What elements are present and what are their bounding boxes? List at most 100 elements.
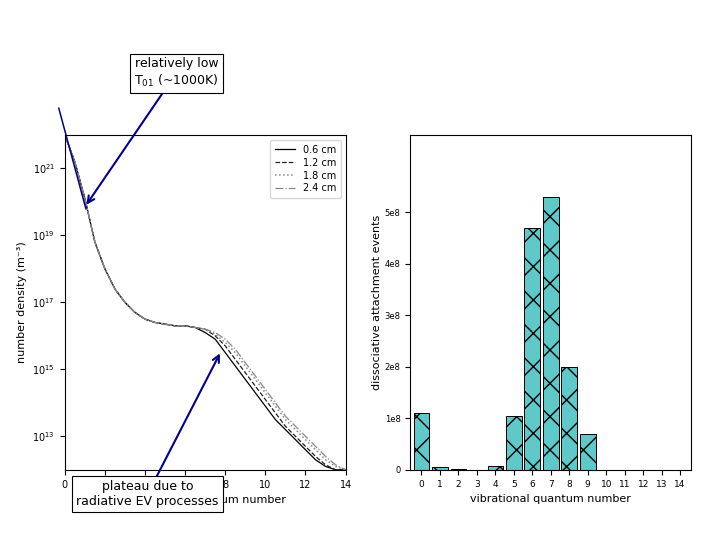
- 2.4 cm: [241, 360, 250, 366]
- 1.2 cm: [311, 453, 320, 460]
- 0.6 cm: [311, 456, 320, 463]
- 2.4 cm: [271, 400, 279, 406]
- 2.4 cm: [311, 443, 320, 450]
- 1.2 cm: [281, 423, 289, 429]
- 1.2 cm: [191, 324, 199, 330]
- Bar: [580, 434, 595, 470]
- 1.2 cm: [140, 316, 149, 322]
- Line: 0.6 cm: 0.6 cm: [65, 135, 346, 470]
- 1.2 cm: [131, 309, 140, 316]
- 2.4 cm: [140, 316, 149, 322]
- 1.2 cm: [181, 322, 189, 329]
- 0.6 cm: [251, 389, 260, 396]
- 2.4 cm: [150, 319, 159, 326]
- 1.2 cm: [301, 443, 310, 450]
- 0.6 cm: [201, 329, 210, 336]
- 1.8 cm: [121, 299, 130, 306]
- 2.4 cm: [91, 239, 99, 245]
- 1.8 cm: [140, 316, 149, 322]
- 1.8 cm: [311, 447, 320, 453]
- 1.2 cm: [60, 132, 69, 138]
- X-axis label: vibrational quantum number: vibrational quantum number: [125, 495, 286, 505]
- 1.8 cm: [201, 326, 210, 333]
- 2.4 cm: [321, 453, 330, 460]
- 0.6 cm: [341, 467, 350, 473]
- 2.4 cm: [211, 329, 220, 336]
- 2.4 cm: [71, 159, 79, 165]
- 1.2 cm: [171, 322, 179, 329]
- 1.2 cm: [331, 467, 340, 473]
- 0.6 cm: [301, 447, 310, 453]
- 1.8 cm: [341, 467, 350, 473]
- 2.4 cm: [261, 386, 270, 393]
- 0.6 cm: [131, 309, 140, 316]
- 1.8 cm: [81, 195, 89, 202]
- 2.4 cm: [251, 373, 260, 379]
- Text: plateau due to
radiative EV processes: plateau due to radiative EV processes: [76, 480, 219, 508]
- 1.8 cm: [291, 427, 300, 433]
- 1.2 cm: [341, 467, 350, 473]
- 1.8 cm: [171, 322, 179, 329]
- 1.2 cm: [150, 319, 159, 326]
- 1.8 cm: [321, 456, 330, 463]
- 1.8 cm: [131, 309, 140, 316]
- Line: 2.4 cm: 2.4 cm: [65, 135, 346, 470]
- 0.6 cm: [60, 132, 69, 138]
- 2.4 cm: [131, 309, 140, 316]
- 2.4 cm: [231, 346, 240, 353]
- 1.2 cm: [261, 396, 270, 403]
- 1.8 cm: [150, 319, 159, 326]
- 1.2 cm: [241, 369, 250, 376]
- 1.2 cm: [91, 239, 99, 245]
- Bar: [506, 416, 522, 470]
- 1.2 cm: [81, 195, 89, 202]
- 0.6 cm: [211, 336, 220, 342]
- 2.4 cm: [281, 413, 289, 420]
- 0.6 cm: [150, 319, 159, 326]
- 1.2 cm: [161, 321, 169, 327]
- Y-axis label: number density (m⁻³): number density (m⁻³): [17, 241, 27, 363]
- 0.6 cm: [140, 316, 149, 322]
- 2.4 cm: [60, 132, 69, 138]
- 0.6 cm: [181, 322, 189, 329]
- 0.6 cm: [281, 427, 289, 433]
- 1.8 cm: [331, 463, 340, 470]
- 1.8 cm: [191, 324, 199, 330]
- Bar: [524, 228, 540, 470]
- Y-axis label: dissociative attachment events: dissociative attachment events: [372, 215, 382, 390]
- 1.8 cm: [161, 321, 169, 327]
- 1.8 cm: [231, 349, 240, 356]
- Bar: [562, 367, 577, 470]
- 1.8 cm: [281, 416, 289, 423]
- 1.2 cm: [71, 159, 79, 165]
- 0.6 cm: [91, 239, 99, 245]
- 2.4 cm: [331, 462, 340, 468]
- X-axis label: vibrational quantum number: vibrational quantum number: [470, 494, 631, 504]
- 1.8 cm: [241, 363, 250, 369]
- 1.2 cm: [231, 356, 240, 362]
- 0.6 cm: [321, 463, 330, 470]
- 1.2 cm: [201, 326, 210, 333]
- 2.4 cm: [201, 326, 210, 333]
- Bar: [413, 413, 429, 470]
- 1.2 cm: [291, 433, 300, 440]
- 1.2 cm: [251, 383, 260, 389]
- 1.8 cm: [101, 266, 109, 272]
- Text: relatively low
T$_{01}$ (~1000K): relatively low T$_{01}$ (~1000K): [134, 57, 219, 89]
- 1.2 cm: [101, 266, 109, 272]
- Bar: [487, 466, 503, 470]
- 2.4 cm: [101, 266, 109, 272]
- 0.6 cm: [71, 159, 79, 165]
- 2.4 cm: [341, 467, 350, 473]
- Line: 1.8 cm: 1.8 cm: [65, 135, 346, 470]
- 0.6 cm: [331, 467, 340, 473]
- 0.6 cm: [261, 403, 270, 409]
- 0.6 cm: [171, 322, 179, 329]
- 2.4 cm: [111, 286, 120, 292]
- 2.4 cm: [81, 195, 89, 202]
- 1.8 cm: [251, 376, 260, 383]
- 1.8 cm: [301, 436, 310, 443]
- Bar: [432, 467, 448, 470]
- Bar: [543, 197, 559, 470]
- 1.8 cm: [91, 239, 99, 245]
